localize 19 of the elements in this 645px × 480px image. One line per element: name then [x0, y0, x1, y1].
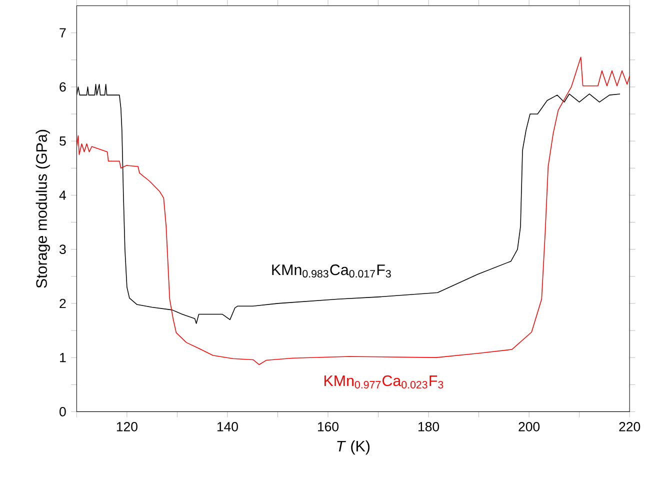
series-label: KMn$_{0.977}$Ca$_{0.023}$F$_{3}$: [324, 375, 444, 388]
y-tick-label: 1: [60, 352, 66, 362]
x-tick-label: 200: [518, 422, 540, 432]
line-series: [76, 56, 630, 365]
x-tick-label: 180: [418, 422, 440, 432]
y-tick-label: 4: [59, 190, 66, 200]
y-axis-title: Storage modulus (GPa): [36, 130, 50, 288]
x-tick-label: 160: [318, 422, 339, 432]
y-tick-label: 2: [60, 298, 66, 308]
y-tick-label: 3: [60, 244, 66, 254]
x-tick-label: 120: [116, 422, 138, 432]
y-tick-label: 0: [60, 406, 66, 416]
y-tick-label: 7: [60, 28, 66, 38]
x-axis-title: T (K): [337, 440, 370, 454]
series-label: KMn$_{0.983}$Ca$_{0.017}$F$_{3}$: [272, 264, 391, 278]
x-tick-label: 140: [217, 422, 238, 432]
y-tick-label: 5: [60, 136, 66, 146]
y-tick-label: 6: [60, 82, 66, 92]
x-tick-label: 220: [619, 422, 640, 432]
